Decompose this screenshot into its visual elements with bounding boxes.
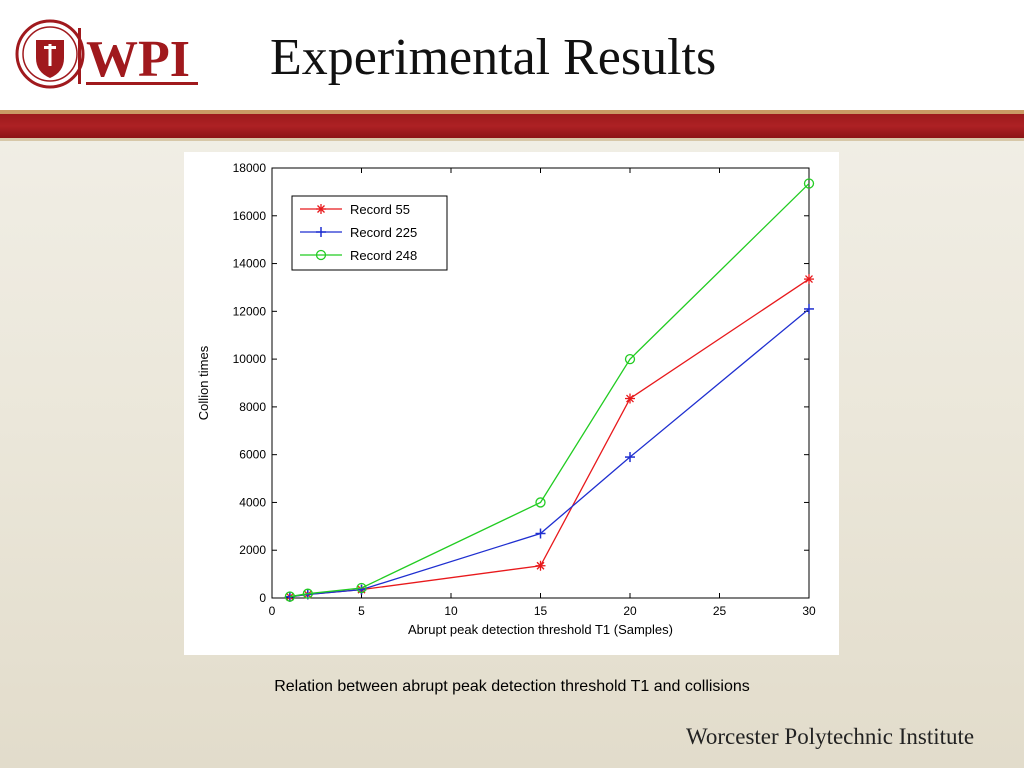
y-tick-label: 16000 xyxy=(233,209,267,223)
x-tick-label: 30 xyxy=(802,604,816,618)
series-line-3 xyxy=(289,183,810,598)
chart-panel: 0 5 10 15 20 25 30 0 2000 4000 6000 8000 10000 12000 1… xyxy=(184,152,839,655)
asterisk-stroke xyxy=(626,394,634,403)
data-point-series-3 xyxy=(356,582,367,594)
y-tick-label: 0 xyxy=(259,591,266,605)
data-point-series-3 xyxy=(624,353,636,365)
y-tick-label: 2000 xyxy=(239,543,266,557)
data-point-series-3 xyxy=(284,591,296,602)
logo-wordmark: WPI xyxy=(86,31,190,88)
page-title: Experimental Results xyxy=(270,29,717,86)
header-band-edge xyxy=(0,110,1024,114)
asterisk-stroke xyxy=(536,561,545,570)
y-tick-label: 4000 xyxy=(239,495,266,509)
y-tick-label: 10000 xyxy=(233,352,267,366)
legend-marker xyxy=(316,204,326,214)
x-axis-label: Abrupt peak detection threshold T1 (Samp… xyxy=(408,622,673,637)
x-tick-label: 5 xyxy=(358,604,365,618)
data-point-series-1 xyxy=(535,560,546,571)
header-band xyxy=(0,114,1024,138)
circle-stroke xyxy=(803,178,815,189)
wpi-logo: WPI xyxy=(15,19,198,89)
line-chart: 0 5 10 15 20 25 30 0 2000 4000 6000 8000 10000 12000 1… xyxy=(196,161,816,637)
data-point-series-3 xyxy=(302,588,313,599)
data-point-series-2 xyxy=(284,591,295,602)
data-point-series-2 xyxy=(804,303,814,314)
y-tick-label: 8000 xyxy=(239,400,266,414)
circle-stroke xyxy=(356,582,367,594)
data-point-series-3 xyxy=(803,178,815,189)
circle-stroke xyxy=(302,588,313,599)
data-point-series-3 xyxy=(535,497,546,508)
x-tick-label: 25 xyxy=(713,604,727,618)
y-axis-label: Collion times xyxy=(196,345,211,420)
legend-label: Record 55 xyxy=(350,202,410,217)
y-tick-label: 14000 xyxy=(233,257,267,271)
legend-label: Record 225 xyxy=(350,225,417,240)
slide-header: WPI Experimental Results xyxy=(0,0,1024,110)
legend-marker xyxy=(315,249,327,261)
figure-caption: Relation between abrupt peak detection t… xyxy=(0,678,1024,696)
data-point-series-1 xyxy=(804,274,814,285)
legend-marker xyxy=(316,227,326,237)
circle-stroke xyxy=(284,591,296,602)
data-point-series-2 xyxy=(535,528,546,539)
data-point-series-2 xyxy=(625,452,635,463)
asterisk-stroke xyxy=(805,275,813,284)
circle-stroke xyxy=(624,353,636,365)
circle-stroke xyxy=(315,249,327,261)
caption-text: Relation between abrupt peak detection t… xyxy=(274,678,750,695)
x-tick-label: 15 xyxy=(534,604,548,618)
data-point-series-1 xyxy=(625,393,635,404)
asterisk-stroke xyxy=(317,205,325,213)
x-tick-label: 10 xyxy=(444,604,458,618)
legend-label: Record 248 xyxy=(350,248,417,263)
circle-stroke xyxy=(535,497,546,508)
y-tick-label: 6000 xyxy=(239,448,266,462)
header-band-edge-lower xyxy=(0,138,1024,141)
y-tick-label: 12000 xyxy=(233,304,267,318)
x-tick-label: 20 xyxy=(623,604,637,618)
footer-institution-name: Worcester Polytechnic Institute xyxy=(686,724,975,749)
x-tick-label: 0 xyxy=(269,604,276,618)
y-tick-label: 18000 xyxy=(233,161,267,175)
